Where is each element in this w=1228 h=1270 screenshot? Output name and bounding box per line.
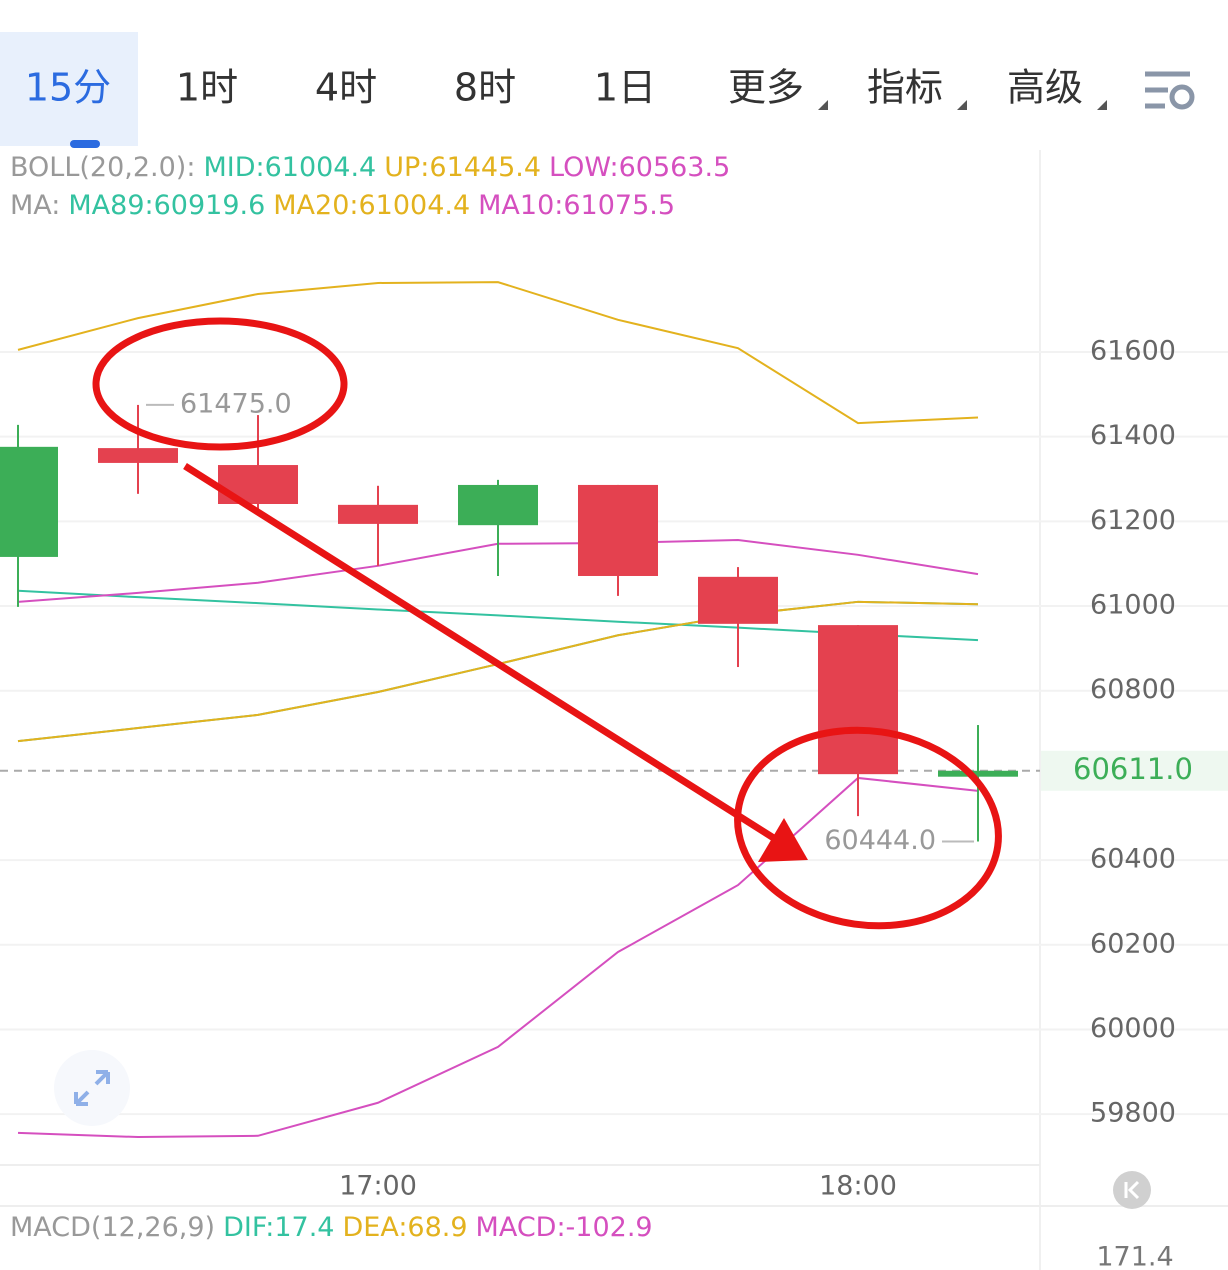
candle-body: [338, 504, 418, 524]
y-tick-label: 60200: [1090, 928, 1176, 959]
timeframe-tab[interactable]: 1日: [594, 66, 656, 110]
y-tick-label: 61000: [1090, 590, 1176, 621]
legend-entry: UP:61445.4: [384, 152, 541, 183]
candle-body: [0, 446, 58, 557]
indicator-line: [17, 776, 979, 1139]
macd-title: MACD(12,26,9): [10, 1212, 215, 1243]
macd-dea: DEA:68.9: [342, 1212, 467, 1243]
y-tick-label: 60000: [1090, 1013, 1176, 1044]
candle-body: [578, 484, 658, 576]
expand-button[interactable]: [54, 1050, 130, 1126]
timeframe-tab[interactable]: 更多: [728, 66, 804, 110]
timeframe-tab[interactable]: 8时: [454, 66, 516, 110]
y-tick-label: 60400: [1090, 844, 1176, 875]
legend-entry: MA10:61075.5: [478, 190, 675, 221]
y-tick-label: 61200: [1090, 505, 1176, 536]
low-marker-label: 60444.0: [824, 825, 936, 856]
dropdown-caret: [1097, 100, 1107, 110]
legend-entry: MA89:60919.6: [68, 190, 265, 221]
candle-body: [98, 448, 178, 463]
candle-body: [818, 625, 898, 775]
timeframe-tab[interactable]: 15分: [25, 66, 111, 110]
selected-tab-bg: [0, 32, 138, 146]
macd-value: MACD:-102.9: [476, 1212, 653, 1243]
dropdown-caret: [957, 100, 967, 110]
y-tick-label: 59800: [1090, 1098, 1176, 1129]
timeframe-tab[interactable]: 4时: [315, 66, 377, 110]
settings-icon[interactable]: [1145, 71, 1195, 110]
macd-dif: DIF:17.4: [223, 1212, 334, 1243]
timeframe-tab[interactable]: 1时: [176, 66, 238, 110]
x-tick-label: 17:00: [339, 1171, 417, 1202]
legend-prefix: MA:: [10, 190, 60, 221]
dropdown-caret: [818, 100, 828, 110]
indicator-legend: MA: MA89:60919.6 MA20:61004.4 MA10:61075.5: [10, 190, 675, 221]
price-label: 60611.0: [1073, 752, 1193, 786]
price-label-bg: [1041, 750, 1228, 791]
timeframe-tab[interactable]: 指标: [867, 66, 943, 110]
indicator-line: [17, 281, 979, 425]
y-tick-label: 60800: [1090, 674, 1176, 705]
plot: 59800 60000 60200 60400 60800 61000 61200 61400…: [0, 281, 1228, 1202]
candle-body: [698, 576, 778, 624]
legend-entry: MA20:61004.4: [273, 190, 470, 221]
macd-legend: MACD(12,26,9) DIF:17.4 DEA:68.9 MACD:-102.9: [10, 1212, 653, 1243]
legend-entry: LOW:60563.5: [549, 152, 730, 183]
legend-prefix: BOLL(20,2.0):: [10, 152, 195, 183]
macd-axis-label: 171.4: [1096, 1242, 1173, 1270]
annotation-overlay: [92, 317, 1002, 930]
y-tick-label: 61400: [1090, 420, 1176, 451]
legend-entry: MID:61004.4: [203, 152, 376, 183]
candle-body: [458, 484, 538, 526]
y-tick-label: 61600: [1090, 335, 1176, 366]
tab-indicator: [70, 140, 100, 148]
high-marker-label: 61475.0: [180, 388, 292, 419]
candle-body: [938, 770, 1018, 777]
indicator-legend: BOLL(20,2.0): MID:61004.4 UP:61445.4 LOW:60…: [10, 152, 730, 183]
timeframe-tab[interactable]: 高级: [1007, 66, 1083, 110]
x-tick-label: 18:00: [819, 1171, 897, 1202]
scroll-latest-button[interactable]: [1113, 1171, 1151, 1209]
